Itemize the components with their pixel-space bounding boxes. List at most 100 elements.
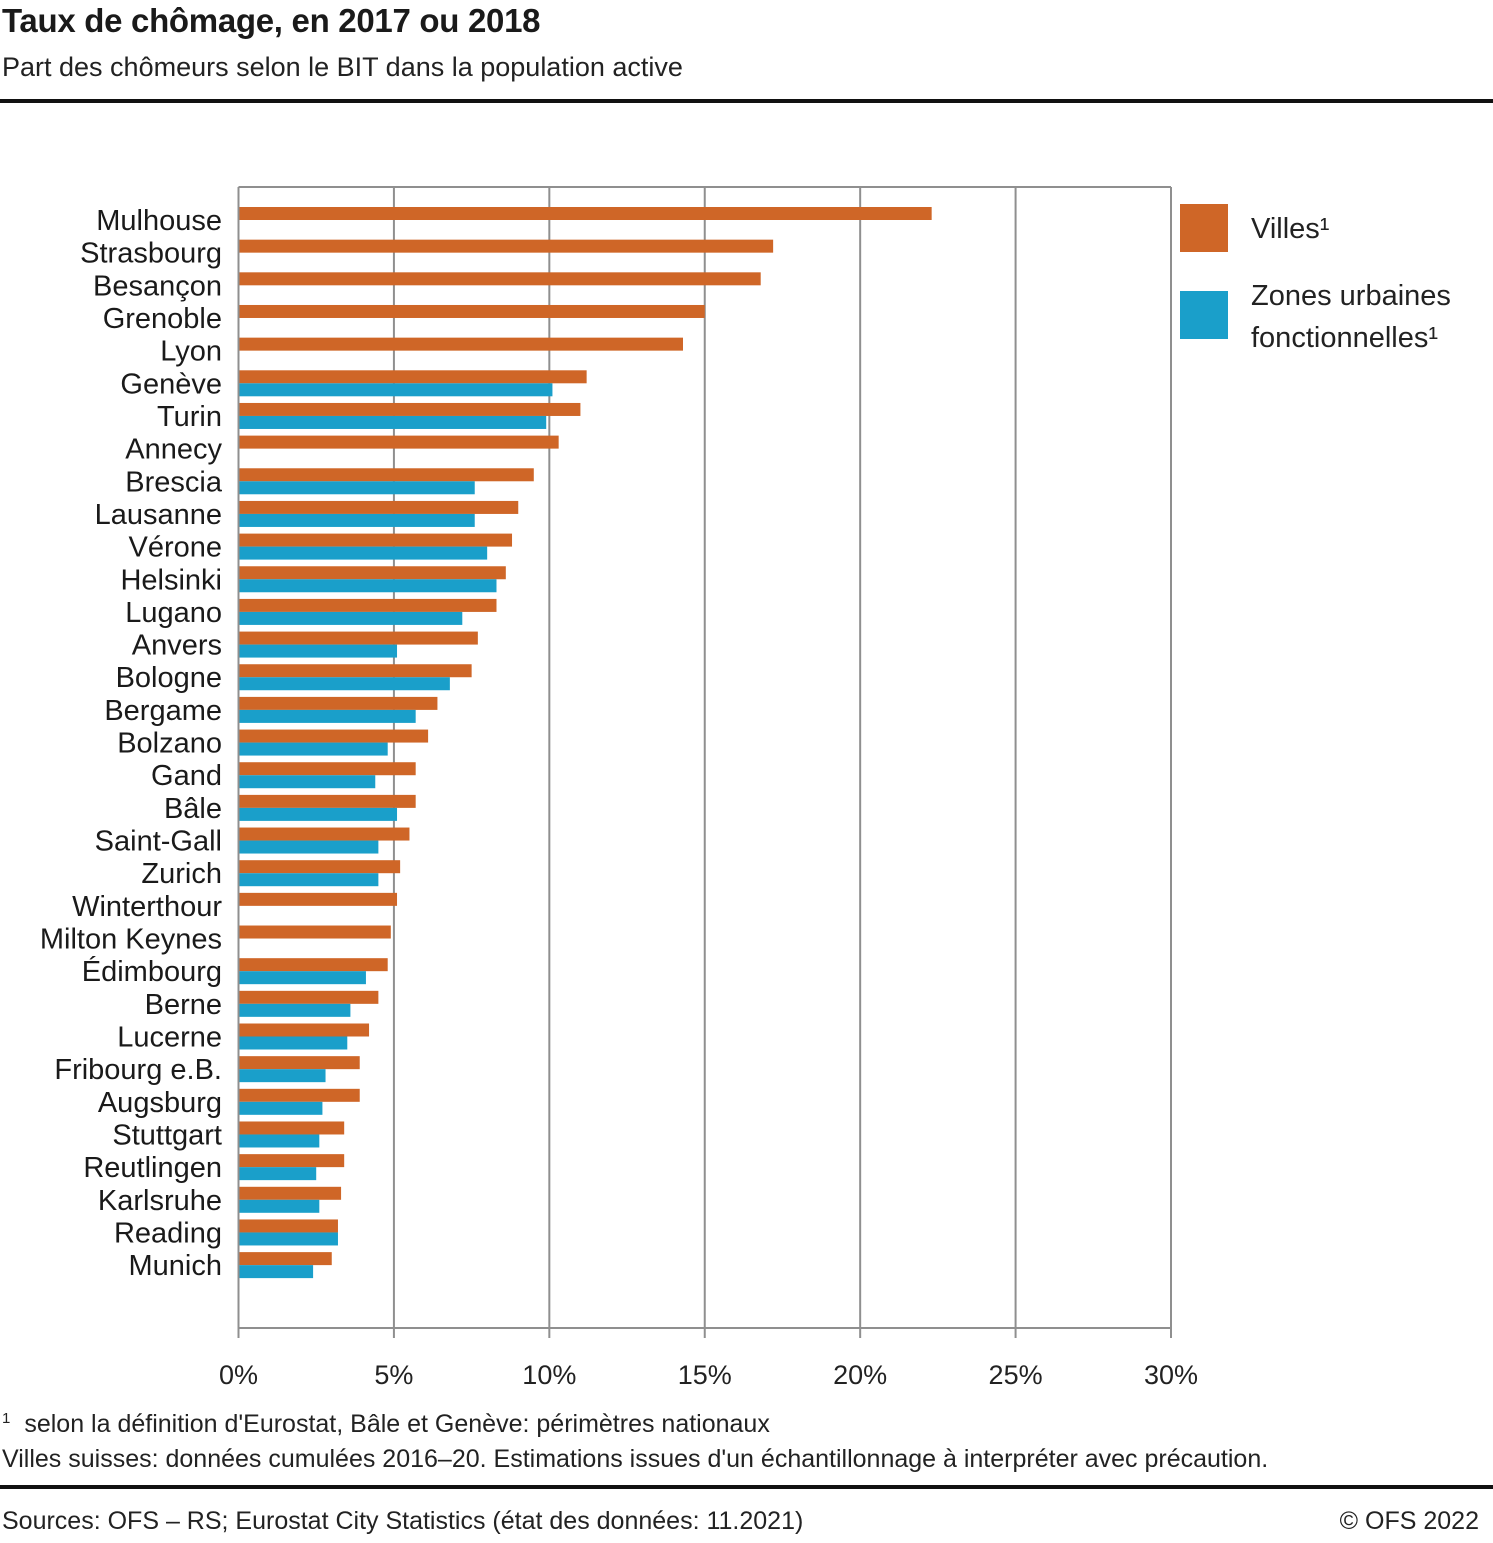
x-axis: 0% 5% 10% 15% 20% 25% 30% [219, 1327, 1198, 1390]
bottom-divider [0, 1485, 1493, 1489]
bar-villes [239, 762, 416, 776]
category-label: Brescia [125, 466, 223, 498]
bar-villes [239, 1219, 338, 1233]
category-label: Berne [145, 989, 222, 1021]
bar-zones-urbaines [239, 1069, 326, 1083]
category-label: Karlsruhe [98, 1185, 222, 1217]
category-label: Reading [114, 1217, 222, 1249]
x-tick-label: 15% [678, 1360, 732, 1390]
bar-zones-urbaines [239, 481, 475, 495]
bar-zones-urbaines [239, 383, 553, 397]
category-label: Munich [129, 1250, 223, 1282]
bar-zones-urbaines [239, 1232, 338, 1246]
x-tick-label: 20% [833, 1360, 887, 1390]
bar-zones-urbaines [239, 1199, 320, 1213]
bar-zones-urbaines [239, 1134, 320, 1148]
footnote-2: Villes suisses: données cumulées 2016–20… [2, 1445, 1269, 1473]
bar-chart: 0% 5% 10% 15% 20% 25% 30% MulhouseStrasbourgBe… [40, 186, 1198, 1390]
bar-villes [239, 402, 581, 416]
legend-label-villes: Villes¹ [1251, 213, 1330, 245]
bar-zones-urbaines [239, 709, 416, 723]
bar-villes [239, 1252, 332, 1266]
bar-villes [239, 925, 391, 939]
copyright-text: © OFS 2022 [1339, 1507, 1479, 1535]
bar-villes [239, 958, 388, 972]
category-label: Anvers [132, 630, 222, 662]
bar-villes [239, 631, 478, 645]
bar-zones-urbaines [239, 840, 379, 854]
bar-villes [239, 207, 932, 220]
x-tick-label: 0% [219, 1360, 258, 1390]
category-label: Lyon [160, 336, 222, 368]
bar-villes [239, 990, 379, 1004]
category-label: Milton Keynes [40, 924, 222, 956]
category-label: Bolzano [117, 728, 222, 760]
bar-villes [239, 598, 497, 612]
chart-subtitle: Part des chômeurs selon le BIT dans la p… [2, 52, 683, 82]
bar-zones-urbaines [239, 644, 398, 658]
footnote-1-text: selon la définition d'Eurostat, Bâle et … [24, 1410, 770, 1438]
category-label: Grenoble [103, 303, 222, 335]
bar-zones-urbaines [239, 415, 547, 429]
bar-villes [239, 729, 429, 743]
bar-zones-urbaines [239, 971, 366, 985]
bar-zones-urbaines [239, 1167, 317, 1181]
bar-villes [239, 1186, 342, 1200]
bar-villes [239, 500, 519, 514]
bar-zones-urbaines [239, 1101, 323, 1115]
category-label: Besançon [93, 270, 222, 302]
chart-title: Taux de chômage, en 2017 ou 2018 [2, 2, 541, 39]
category-label: Fribourg e.B. [54, 1054, 222, 1086]
x-tick-label: 10% [522, 1360, 576, 1390]
category-label: Lausanne [95, 499, 222, 531]
category-label: Augsburg [98, 1087, 222, 1119]
category-label: Zurich [141, 858, 222, 890]
category-label: Lugano [125, 597, 222, 629]
bar-villes [239, 1154, 345, 1168]
bar-villes [239, 1056, 360, 1070]
bar-villes [239, 664, 472, 678]
bar-zones-urbaines [239, 677, 450, 691]
category-label: Stuttgart [112, 1119, 222, 1151]
source-text: Sources: OFS – RS; Eurostat City Statist… [2, 1507, 804, 1535]
bar-zones-urbaines [239, 1003, 351, 1017]
bar-villes [239, 533, 513, 547]
bar-villes [239, 272, 761, 286]
bar-zones-urbaines [239, 1036, 348, 1050]
bar-villes [239, 1023, 370, 1037]
category-label: Winterthour [72, 891, 222, 923]
category-label: Saint-Gall [95, 826, 222, 858]
bar-zones-urbaines [239, 611, 463, 625]
footnote-1: 1 selon la définition d'Eurostat, Bâle et… [2, 1410, 770, 1439]
bar-zones-urbaines [239, 546, 488, 560]
category-label: Reutlingen [83, 1152, 222, 1184]
category-labels: MulhouseStrasbourgBesançonGrenobleLyonGe… [40, 205, 223, 1282]
category-label: Helsinki [120, 564, 222, 596]
bar-zones-urbaines [239, 742, 388, 756]
category-label: Édimbourg [82, 955, 222, 988]
bar-villes [239, 1121, 345, 1135]
category-label: Gand [151, 760, 222, 792]
x-tick-label: 30% [1144, 1360, 1198, 1390]
bar-villes [239, 860, 401, 874]
bar-villes [239, 435, 559, 449]
bar-zones-urbaines [239, 579, 497, 593]
category-label: Bologne [116, 662, 222, 694]
category-label: Turin [157, 401, 222, 433]
legend-label-zones: Zones urbaines fonctionnelles¹ [1251, 280, 1451, 354]
bar-villes [239, 239, 774, 253]
bar-zones-urbaines [239, 873, 379, 887]
bar-villes [239, 892, 398, 906]
category-label: Strasbourg [80, 238, 222, 270]
bar-villes [239, 468, 534, 482]
x-tick-label: 25% [989, 1360, 1043, 1390]
bar-zones-urbaines [239, 775, 376, 789]
bar-villes [239, 370, 587, 384]
legend-swatch-villes [1180, 204, 1228, 252]
bar-villes [239, 827, 410, 841]
category-label: Mulhouse [96, 205, 222, 237]
bar-villes [239, 304, 705, 318]
bar-villes [239, 696, 438, 710]
category-label: Lucerne [117, 1022, 222, 1054]
bar-zones-urbaines [239, 807, 398, 821]
